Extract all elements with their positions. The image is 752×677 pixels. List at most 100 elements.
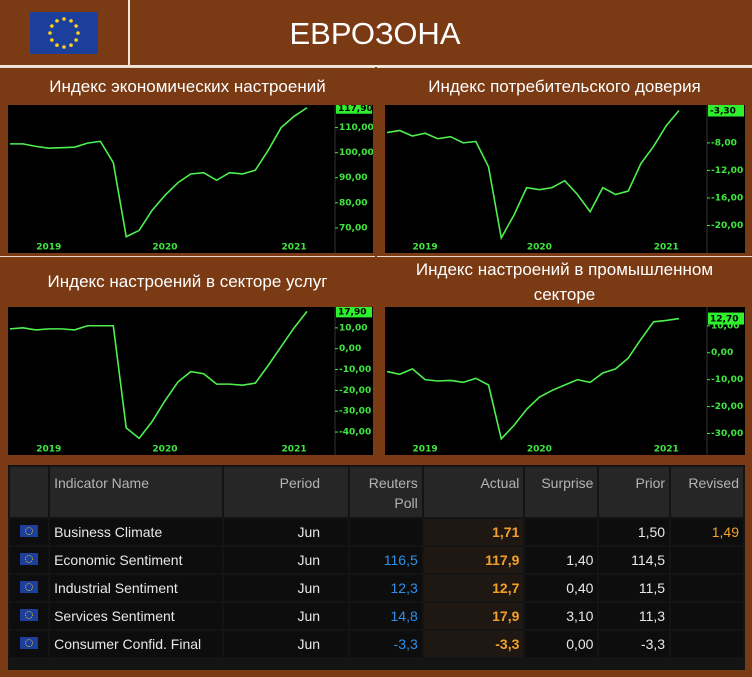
table-cell: -3,3 xyxy=(599,631,670,657)
x-tick-label: 2021 xyxy=(654,243,679,253)
table-cell xyxy=(671,575,743,601)
table-cell: 12,7 xyxy=(423,575,524,601)
star xyxy=(62,17,66,21)
table-cell xyxy=(671,631,743,657)
table-cell: 0,00 xyxy=(525,631,598,657)
y-tick-label: 0,00 xyxy=(339,344,361,354)
table-cell xyxy=(525,519,598,545)
header-cell: Surprise xyxy=(525,467,598,517)
star xyxy=(50,24,54,28)
indicator-table: Indicator Name Period Reuters Poll Actual Su… xyxy=(8,465,745,670)
table-cell: 114,5 xyxy=(599,547,670,573)
y-tick-label: -30,00 xyxy=(339,407,371,417)
star xyxy=(74,38,78,42)
x-tick-label: 2019 xyxy=(36,445,61,455)
header-cell: Reuters Poll xyxy=(350,467,422,517)
table-cell: 11,5 xyxy=(599,575,670,601)
eu-flag xyxy=(30,12,98,54)
x-tick-label: 2020 xyxy=(527,243,552,253)
y-tick-label: -12,00 xyxy=(711,166,743,176)
star xyxy=(62,45,66,49)
line xyxy=(386,109,680,241)
value-label-box xyxy=(336,105,372,114)
y-tick-label: 10,00 xyxy=(339,323,367,333)
table-cell: 1,50 xyxy=(599,519,670,545)
table-cell: Business Climate xyxy=(50,519,223,545)
x-tick-label: 2020 xyxy=(527,445,552,455)
x-tick-label: 2020 xyxy=(152,243,177,253)
x-tick-label: 2019 xyxy=(413,445,438,455)
table-cell: Jun xyxy=(224,519,349,545)
line xyxy=(10,107,308,238)
page-title: ЕВРОЗОНА xyxy=(289,16,461,51)
y-tick-label: -10,00 xyxy=(711,375,743,385)
table-cell: 3,10 xyxy=(525,603,598,629)
table-cell: Jun xyxy=(224,631,349,657)
table-cell: 14,8 xyxy=(350,603,422,629)
star xyxy=(55,43,59,47)
y-tick-label: -10,00 xyxy=(339,365,371,375)
chart: -20,00 -16,00 -12,00 -8,00 2019 2020 2021 -3,30 xyxy=(385,105,745,253)
line xyxy=(9,310,308,440)
table-cell: Services Sentiment xyxy=(50,603,223,629)
table-cell: 0,40 xyxy=(525,575,598,601)
table-cell: -3,3 xyxy=(423,631,524,657)
y-tick-label: -20,00 xyxy=(711,402,743,412)
header-cell: Period xyxy=(224,467,349,517)
y-tick-label: 90,00 xyxy=(339,173,367,183)
y-tick-label: -40,00 xyxy=(339,428,371,438)
star xyxy=(55,19,59,23)
header-cell: Actual xyxy=(423,467,524,517)
table-cell: -3,3 xyxy=(350,631,422,657)
row-flag xyxy=(20,637,39,649)
chart: 70,00 80,00 90,00 100,00 110,00 2019 2020 2021 1… xyxy=(8,105,373,253)
star xyxy=(50,38,54,42)
y-tick-label: 80,00 xyxy=(339,198,367,208)
y-tick-label: -30,00 xyxy=(711,429,743,439)
flag-box xyxy=(0,0,130,65)
y-tick-label: 10,00 xyxy=(711,321,739,331)
value-label: 17,90 xyxy=(338,307,366,317)
chart: -40,00 -30,00 -20,00 -10,00 0,00 10,00 2019 202… xyxy=(8,307,373,455)
table-cell xyxy=(350,519,422,545)
table-row: Economic Sentiment Jun 116,5 117,9 1,40 114,5 xyxy=(10,547,743,573)
chart: -30,00 -20,00 -10,00 0,00 10,00 2019 2020 2021 1… xyxy=(385,307,745,455)
y-tick-label: -20,00 xyxy=(711,221,743,231)
flag-cell xyxy=(10,631,49,657)
table-row: Business Climate Jun 1,71 1,50 1,49 xyxy=(10,519,743,545)
flag-cell xyxy=(10,547,49,573)
table-cell: 116,5 xyxy=(350,547,422,573)
value-label-box xyxy=(336,307,372,318)
chart-title: Индекс потребительского доверия xyxy=(377,67,752,105)
table-cell: Economic Sentiment xyxy=(50,547,223,573)
table-cell: Jun xyxy=(224,603,349,629)
table-cell: Industrial Sentiment xyxy=(50,575,223,601)
y-tick-label: 70,00 xyxy=(339,223,367,233)
flag-cell xyxy=(10,603,49,629)
value-label: 12,70 xyxy=(710,315,738,325)
line xyxy=(386,317,680,441)
chart-title: Индекс настроений в секторе услуг xyxy=(0,256,375,306)
y-tick-label: -20,00 xyxy=(339,386,371,396)
header-cell: Indicator Name xyxy=(50,467,223,517)
y-tick-label: -8,00 xyxy=(711,138,737,148)
star xyxy=(48,31,52,35)
y-tick-label: 0,00 xyxy=(711,348,733,358)
table-cell: 11,3 xyxy=(599,603,670,629)
star xyxy=(74,24,78,28)
x-tick-label: 2021 xyxy=(282,445,307,455)
row-flag xyxy=(20,609,39,621)
chart-title: Индекс настроений в промышленном секторе xyxy=(377,256,752,306)
x-tick-label: 2021 xyxy=(282,243,307,253)
table-row: Services Sentiment Jun 14,8 17,9 3,10 11,3 xyxy=(10,603,743,629)
table-cell: 12,3 xyxy=(350,575,422,601)
star xyxy=(69,19,73,23)
header xyxy=(0,0,752,67)
x-tick-label: 2019 xyxy=(36,243,61,253)
table-cell xyxy=(671,603,743,629)
value-label: 117,90 xyxy=(338,105,373,114)
table-cell xyxy=(671,547,743,573)
flag-cell xyxy=(10,519,49,545)
x-tick-label: 2021 xyxy=(654,445,679,455)
